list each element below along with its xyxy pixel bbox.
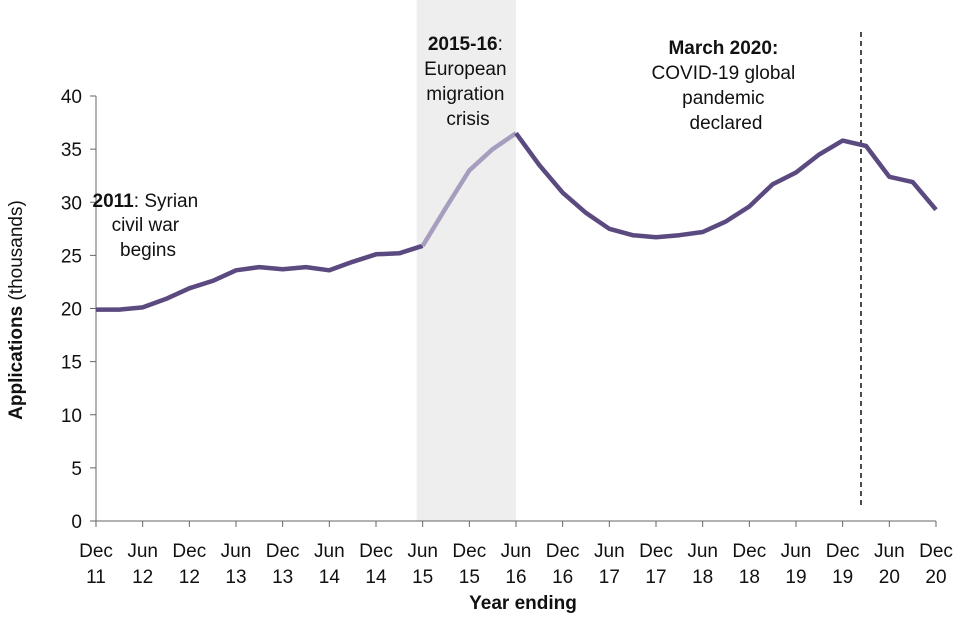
x-axis-title: Year ending xyxy=(469,593,577,614)
y-tick-label-15: 15 xyxy=(61,353,82,374)
annotation-europe-line-1: : xyxy=(498,34,503,55)
x-tick-label: Dec 14 xyxy=(359,541,393,588)
x-tick-label: Jun 14 xyxy=(314,541,345,588)
y-axis-title: Applications (thousands) xyxy=(6,200,27,420)
y-tick-label-10: 10 xyxy=(61,406,82,427)
y-tick-label-20: 20 xyxy=(61,300,82,321)
y-tick-label-0: 0 xyxy=(71,512,82,533)
x-tick-label: Dec 15 xyxy=(452,541,486,588)
x-tick-label: Jun 19 xyxy=(781,541,812,588)
x-tick-label: Jun 12 xyxy=(127,541,158,588)
annotation-syria-bold: 2011 xyxy=(93,191,135,212)
annotation-europe: 2015-16: European migration crisis xyxy=(424,34,512,130)
y-tick-label-25: 25 xyxy=(61,246,82,267)
x-tick-label: Dec 17 xyxy=(639,541,673,588)
y-axis-title-bold: Applications xyxy=(6,306,27,420)
x-tick-label: Jun 13 xyxy=(221,541,252,588)
annotation-covid: March 2020: COVID-19 global pandemic dec… xyxy=(652,38,801,134)
annotation-covid-line-3: declared xyxy=(690,113,763,134)
series-line-after xyxy=(514,131,938,240)
highlight-shade-2015-16 xyxy=(416,0,516,521)
y-axis-title-rest: (thousands) xyxy=(6,200,27,306)
x-tick-label: Dec 13 xyxy=(266,541,300,588)
annotation-syria-line-1: : Syrian xyxy=(134,191,198,212)
annotation-syria-line-2: civil war xyxy=(112,215,180,236)
x-tick-label: Dec 18 xyxy=(732,541,766,588)
annotation-europe-bold: 2015-16 xyxy=(428,34,498,55)
x-tick-label: Dec 19 xyxy=(826,541,860,588)
y-tick-label-5: 5 xyxy=(71,459,82,480)
x-tick-label: Dec 16 xyxy=(546,541,580,588)
annotation-syria: 2011: Syrian civil war begins xyxy=(93,191,204,261)
x-tick-label: Dec 20 xyxy=(919,541,953,588)
x-tick-label: Dec 11 xyxy=(79,541,113,588)
applications-series xyxy=(95,131,938,312)
x-tick-label: Dec 12 xyxy=(172,541,206,588)
y-tick-label-30: 30 xyxy=(61,193,82,214)
y-tick-label-40: 40 xyxy=(61,87,82,108)
x-tick-label: Jun 20 xyxy=(874,541,905,588)
x-tick-label: Jun 16 xyxy=(501,541,532,588)
y-axis-ticks: 0 5 10 15 20 25 30 35 40 xyxy=(61,87,96,533)
x-tick-label: Jun 15 xyxy=(407,541,438,588)
annotation-europe-line-4: crisis xyxy=(446,109,489,130)
x-axis-ticks: Dec 11 Jun 12 Dec 12 Jun 13 Dec 13 Jun 14 Dec 14 Jun 15… xyxy=(79,521,953,588)
annotation-europe-line-3: migration xyxy=(426,84,504,105)
annotation-syria-line-3: begins xyxy=(120,240,176,261)
annotation-covid-line-2: pandemic xyxy=(682,88,764,109)
x-tick-label: Jun 17 xyxy=(594,541,625,588)
x-tick-label: Jun 18 xyxy=(687,541,718,588)
y-tick-label-35: 35 xyxy=(61,140,82,161)
annotation-covid-line-1: COVID-19 global xyxy=(652,63,796,84)
annotation-covid-bold: March 2020: xyxy=(668,38,778,59)
annotation-europe-line-2: European xyxy=(424,59,506,80)
